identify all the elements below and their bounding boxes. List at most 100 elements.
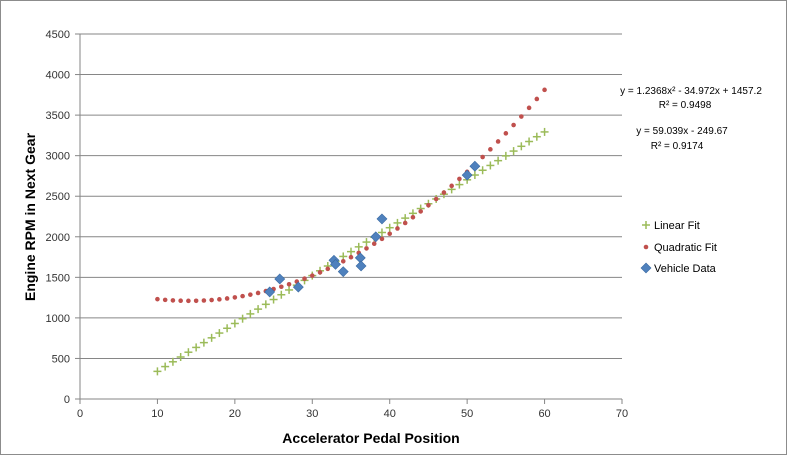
vehicle-data-point bbox=[376, 213, 388, 225]
linear-fit-point bbox=[215, 329, 224, 338]
vehicle-data-point bbox=[274, 273, 286, 285]
legend-label-linear-fit: Linear Fit bbox=[654, 220, 700, 232]
legend-marker-linear-fit bbox=[642, 221, 650, 229]
quadratic-fit-point bbox=[480, 154, 485, 160]
quadratic-fit-point bbox=[325, 266, 331, 272]
quadratic-fit-point bbox=[255, 290, 261, 296]
quadratic-fit-point bbox=[217, 297, 222, 302]
quadratic-fit-point bbox=[426, 203, 431, 208]
linear-fit-point bbox=[501, 151, 510, 160]
quadratic-fit-point bbox=[193, 298, 199, 304]
quadratic-fit-point bbox=[209, 297, 214, 303]
linear-fit-r2: R² = 0.9174 bbox=[651, 141, 704, 152]
linear-fit-point bbox=[261, 300, 270, 309]
legend-linear-fit-symbol bbox=[642, 221, 650, 229]
legend: Linear Fit Quadratic Fit Vehicle Data bbox=[640, 220, 717, 275]
y-tick-label: 1500 bbox=[46, 272, 70, 284]
linear-fit-point bbox=[455, 180, 464, 189]
linear-fit-point bbox=[509, 147, 518, 156]
x-tick-label: 30 bbox=[306, 408, 318, 420]
legend-quadratic-fit-symbol bbox=[643, 244, 649, 250]
quadratic-fit-point bbox=[519, 114, 524, 119]
series-quadratic-fit bbox=[155, 87, 547, 304]
quadratic-fit-point bbox=[186, 298, 191, 304]
quadratic-fit-point bbox=[534, 96, 540, 102]
quadratic-fit-point bbox=[503, 131, 509, 136]
linear-fit-point bbox=[517, 142, 526, 151]
quadratic-fit-point bbox=[317, 270, 323, 275]
quadratic-fit-point bbox=[526, 105, 532, 111]
plot-area bbox=[153, 87, 549, 376]
quadratic-fit-point bbox=[418, 209, 423, 214]
y-tick-label: 500 bbox=[52, 353, 70, 365]
quadratic-fit-point bbox=[279, 284, 284, 290]
linear-fit-point bbox=[385, 223, 394, 232]
linear-fit-point bbox=[246, 309, 255, 318]
quadratic-fit-point bbox=[542, 87, 547, 93]
quadratic-fit-equation: y = 1.2368x² - 34.972x + 1457.2 bbox=[620, 86, 762, 97]
quadratic-fit-point bbox=[309, 273, 315, 278]
x-tick-label: 50 bbox=[461, 408, 473, 420]
quadratic-fit-point bbox=[402, 220, 408, 226]
vehicle-data-point bbox=[469, 160, 481, 172]
y-tick-label: 3000 bbox=[46, 151, 70, 163]
y-tick-label: 2500 bbox=[46, 191, 70, 203]
quadratic-fit-point bbox=[410, 214, 416, 220]
x-tick-label: 70 bbox=[616, 408, 628, 420]
x-axis-ticks: 0 10 20 30 40 50 60 70 bbox=[77, 408, 628, 420]
quadratic-fit-point bbox=[162, 297, 168, 303]
quadratic-fit-point bbox=[170, 298, 176, 303]
y-tick-label: 0 bbox=[64, 394, 70, 406]
quadratic-fit-point bbox=[457, 176, 462, 182]
linear-fit-point bbox=[393, 218, 402, 227]
linear-fit-point bbox=[478, 166, 487, 175]
x-axis-title: Accelerator Pedal Position bbox=[282, 430, 459, 446]
linear-fit-point bbox=[254, 305, 263, 314]
quadratic-fit-point bbox=[224, 296, 230, 301]
quadratic-fit-point bbox=[232, 295, 238, 300]
quadratic-fit-point bbox=[201, 298, 207, 303]
linear-fit-point bbox=[354, 242, 363, 251]
linear-fit-point bbox=[377, 228, 386, 237]
linear-fit-point bbox=[161, 362, 170, 371]
quadratic-fit-point bbox=[488, 147, 493, 152]
linear-fit-equation: y = 59.039x - 249.67 bbox=[636, 126, 728, 137]
linear-fit-point bbox=[223, 324, 232, 333]
series-vehicle-data bbox=[264, 160, 481, 298]
vehicle-data-point bbox=[292, 281, 304, 293]
legend-label-quadratic-fit: Quadratic Fit bbox=[654, 242, 717, 254]
quadratic-fit-point bbox=[240, 293, 245, 299]
legend-marker-vehicle-data bbox=[640, 262, 652, 274]
y-axis-ticks: 0 500 1000 1500 2000 2500 3000 3500 4000 4500 bbox=[46, 29, 70, 406]
quadratic-fit-point bbox=[340, 258, 346, 264]
quadratic-fit-point bbox=[395, 226, 400, 231]
vehicle-data-point bbox=[355, 260, 367, 272]
linear-fit-point bbox=[153, 367, 162, 376]
x-tick-label: 60 bbox=[538, 408, 550, 420]
series-linear-fit bbox=[153, 127, 549, 376]
quadratic-fit-point bbox=[364, 246, 369, 251]
x-tick-label: 40 bbox=[384, 408, 396, 420]
quadratic-fit-point bbox=[433, 196, 439, 202]
linear-fit-point bbox=[525, 137, 534, 146]
quadratic-fit-point bbox=[441, 190, 447, 195]
quadratic-fit-point bbox=[511, 122, 516, 128]
quadratic-fit-r2: R² = 0.9498 bbox=[659, 100, 712, 111]
y-axis-title: Engine RPM in Next Gear bbox=[22, 132, 38, 301]
linear-fit-point bbox=[176, 352, 185, 361]
quadratic-fit-point bbox=[155, 296, 160, 302]
linear-fit-point bbox=[238, 314, 247, 323]
linear-fit-point bbox=[362, 238, 371, 247]
x-tick-label: 20 bbox=[229, 408, 241, 420]
linear-fit-point bbox=[168, 357, 177, 366]
x-tick-label: 10 bbox=[151, 408, 163, 420]
linear-fit-point bbox=[532, 132, 541, 141]
linear-fit-point bbox=[207, 333, 216, 342]
linear-fit-point bbox=[269, 295, 278, 304]
vehicle-data-point bbox=[330, 258, 341, 270]
y-tick-label: 2000 bbox=[46, 232, 70, 244]
quadratic-fit-point bbox=[449, 183, 454, 189]
quadratic-fit-point bbox=[371, 241, 377, 247]
